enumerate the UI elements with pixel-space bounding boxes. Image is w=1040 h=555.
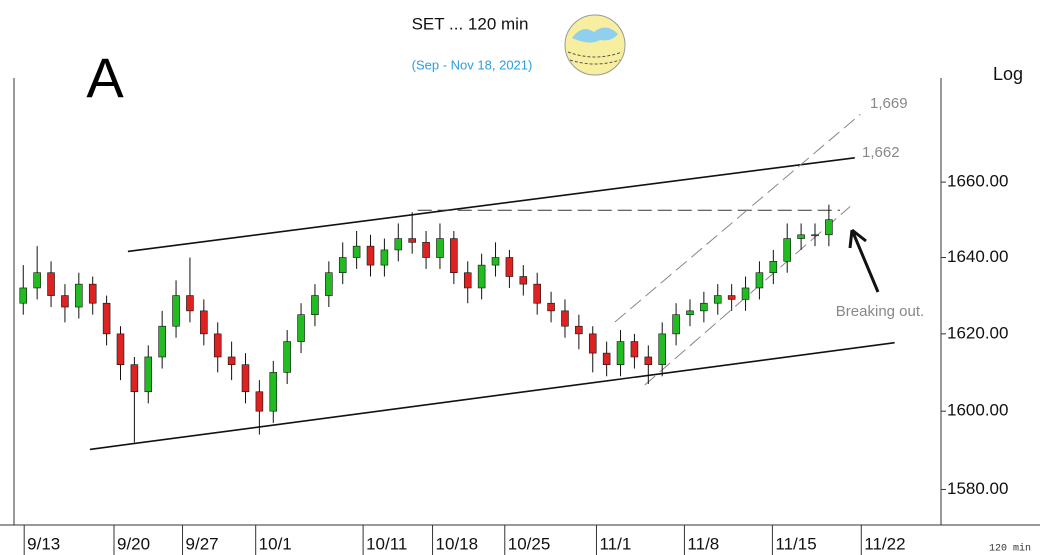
- candle-body: [477, 264, 486, 289]
- candle-body: [19, 287, 28, 304]
- candle-body: [547, 302, 555, 312]
- candle-body: [463, 272, 472, 289]
- x-tick-label: 10/1: [259, 534, 292, 553]
- candle-body: [325, 272, 333, 296]
- candle-body: [783, 238, 791, 262]
- scale-label: Log: [993, 64, 1023, 84]
- y-tick-label: 1600.00: [947, 401, 1008, 420]
- candle-body: [658, 333, 666, 365]
- y-tick-label: 1660.00: [947, 172, 1008, 191]
- candle-body: [297, 314, 305, 342]
- candle-body: [186, 295, 194, 312]
- x-tick-label: 10/11: [366, 534, 407, 553]
- candle-body: [366, 245, 375, 266]
- x-tick-label: 11/15: [775, 534, 816, 553]
- candle-body: [713, 295, 722, 304]
- logo: [564, 14, 626, 76]
- candle-body: [158, 325, 166, 358]
- annotation: 1,662: [862, 144, 900, 161]
- candle-body: [644, 356, 653, 365]
- candle-body: [741, 287, 750, 300]
- candle-body: [616, 341, 625, 365]
- candle-body: [394, 238, 403, 251]
- y-tick-label: 1620.00: [947, 323, 1008, 342]
- trend-line: [127, 156, 855, 253]
- candle-body: [380, 249, 389, 266]
- candle-body: [422, 242, 430, 258]
- candle-body: [519, 276, 528, 285]
- candle-body: [33, 272, 41, 289]
- arrow: [848, 228, 880, 293]
- candle-body: [505, 257, 514, 277]
- candle-body: [755, 272, 764, 289]
- trend-line: [614, 113, 861, 323]
- interval-label: 120 min: [989, 543, 1031, 555]
- candle-body: [727, 295, 736, 300]
- logo-lines: [567, 51, 623, 65]
- candle-body: [630, 341, 639, 358]
- x-tick-label: 11/22: [864, 534, 905, 553]
- panel-label: A: [86, 46, 124, 109]
- annotation: Breaking out.: [836, 303, 924, 320]
- candle-body: [200, 310, 208, 335]
- candle-body: [311, 295, 319, 315]
- x-tick-label: 10/25: [508, 534, 551, 553]
- candle-body: [88, 283, 97, 304]
- candle-body: [213, 333, 222, 358]
- candle-body: [672, 314, 680, 335]
- candle-body: [269, 372, 278, 412]
- candle-body: [811, 234, 819, 237]
- candle-body: [575, 325, 583, 335]
- candle-body: [797, 234, 805, 239]
- x-tick-label: 11/8: [687, 534, 719, 553]
- annotation: 1,669: [870, 95, 908, 112]
- candle-body: [47, 272, 55, 296]
- candle-body: [144, 356, 153, 393]
- candle-body: [825, 219, 833, 236]
- candle-body: [61, 295, 69, 308]
- candle-body: [338, 257, 347, 274]
- candle-body: [491, 257, 500, 266]
- candle-body: [436, 238, 444, 258]
- logo-globe: [564, 14, 626, 76]
- x-tick-label: 9/13: [27, 534, 60, 553]
- x-tick-label: 10/18: [436, 534, 479, 553]
- trend-line: [89, 341, 895, 451]
- x-tick-label: 11/1: [599, 534, 631, 553]
- candle-body: [686, 310, 694, 315]
- candle-body: [561, 310, 569, 327]
- candle-body: [283, 341, 291, 373]
- y-tick-label: 1640.00: [947, 247, 1008, 266]
- candle-body: [255, 391, 264, 412]
- candle-body: [700, 302, 708, 312]
- candle-body: [227, 356, 236, 365]
- candle-body: [533, 283, 541, 304]
- candle-body: [450, 238, 458, 274]
- trend-line: [644, 206, 851, 386]
- candle-body: [116, 333, 125, 365]
- y-tick-label: 1580.00: [947, 479, 1008, 498]
- x-tick-label: 9/20: [117, 534, 150, 553]
- candle-body: [130, 364, 139, 393]
- logo-shape: [572, 27, 618, 43]
- candle-body: [102, 302, 111, 335]
- chart-subtitle: (Sep - Nov 18, 2021): [412, 57, 533, 72]
- candle-body: [352, 245, 361, 258]
- candle-body: [588, 333, 597, 354]
- candle-body: [769, 261, 778, 274]
- candle-body: [75, 283, 83, 308]
- candle-body: [408, 238, 416, 243]
- candle-body: [602, 352, 611, 365]
- candle-body: [172, 295, 180, 327]
- candle-body: [241, 364, 250, 393]
- x-tick-label: 9/27: [186, 534, 219, 553]
- chart-title: SET ... 120 min: [412, 14, 529, 33]
